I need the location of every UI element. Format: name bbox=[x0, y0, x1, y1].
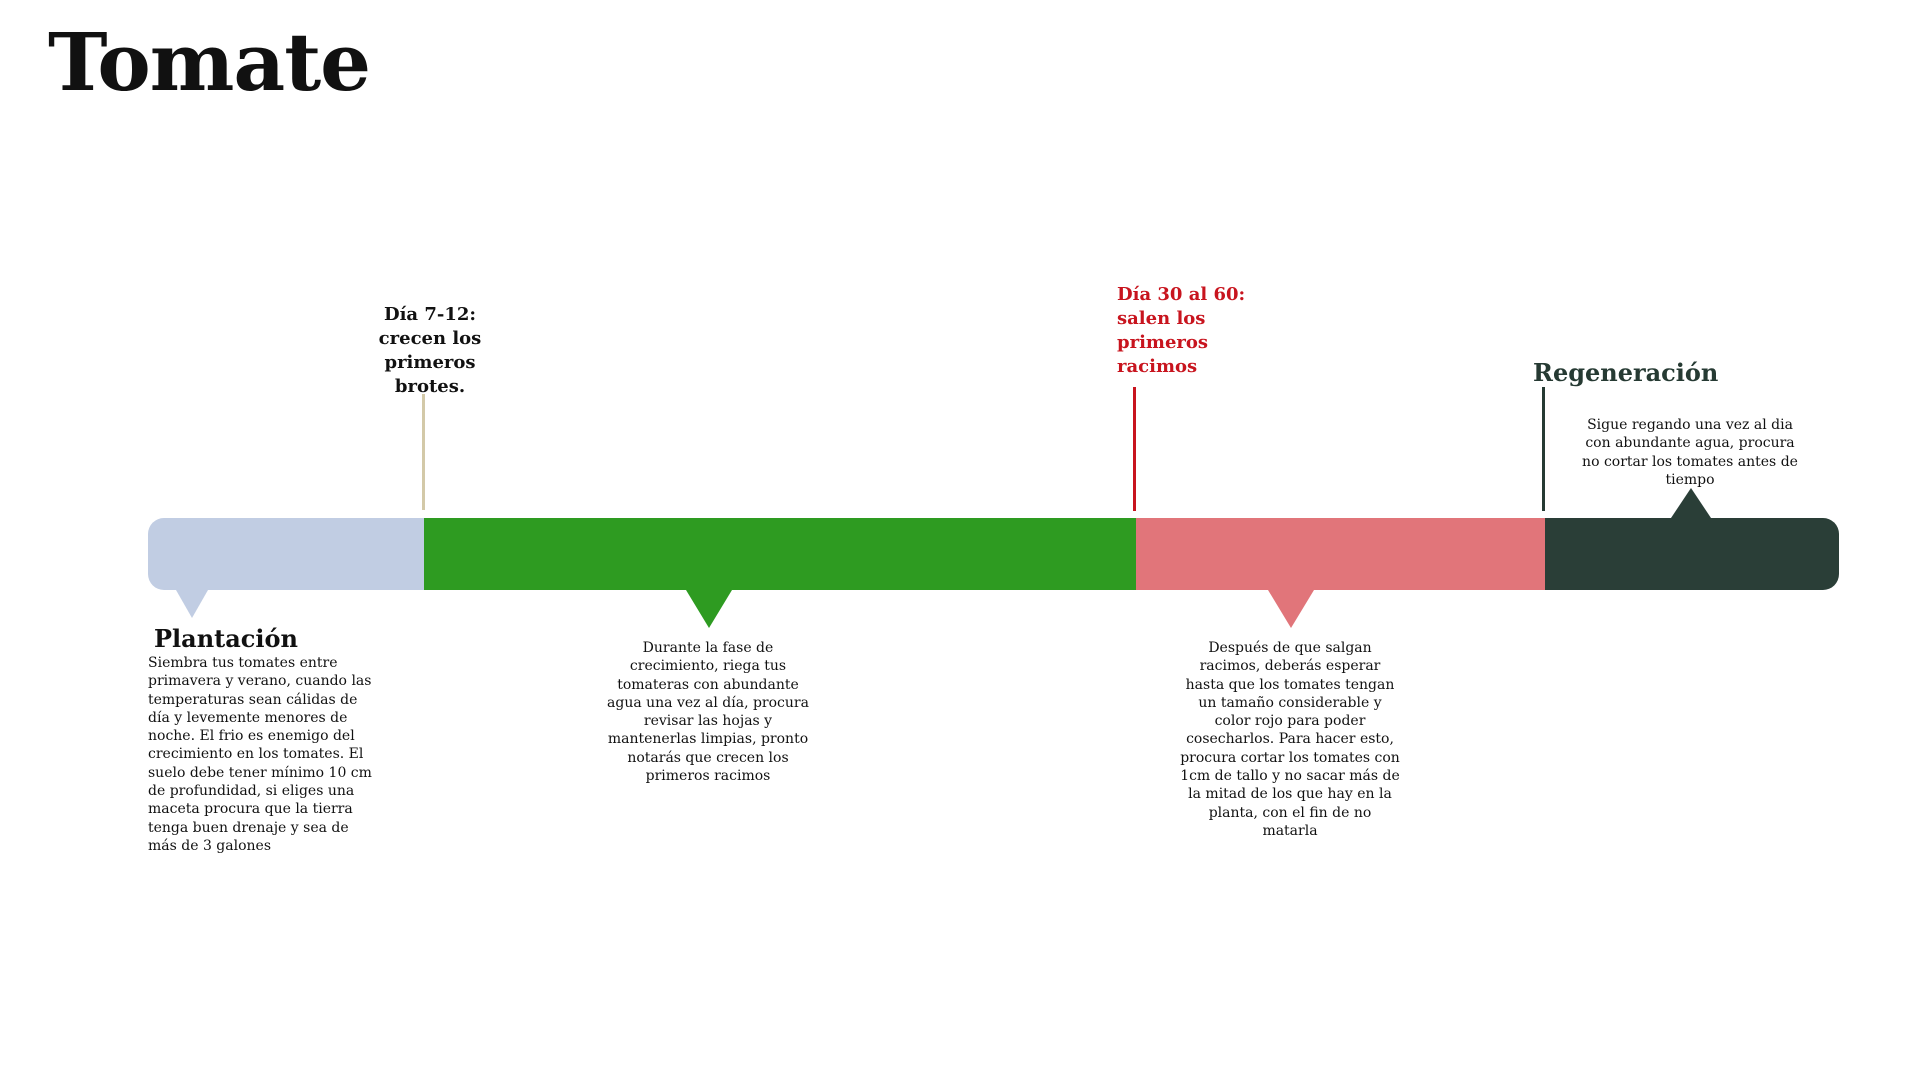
stage-description-regeneracion: Sigue regando una vez al dia con abundan… bbox=[1582, 417, 1798, 488]
stage-description-plantacion: Siembra tus tomates entre primavera y ve… bbox=[148, 655, 372, 854]
marker-line-brotes bbox=[422, 394, 425, 510]
callout-pointer-crecimiento bbox=[686, 590, 732, 628]
stage-heading-regeneracion: Regeneración bbox=[1533, 358, 1719, 387]
marker-line-racimos bbox=[1133, 387, 1136, 511]
stage-description-crecimiento: Durante la fase de crecimiento, riega tu… bbox=[607, 640, 809, 785]
timeline-segment-regeneracion bbox=[1545, 518, 1839, 590]
callout-pointer-plantacion bbox=[176, 590, 208, 618]
timeline-segment-cosecha bbox=[1136, 518, 1545, 590]
milestone-heading-brotes: Día 7-12: crecen los primeros brotes. bbox=[378, 304, 482, 397]
timeline-segment-crecimiento bbox=[424, 518, 1136, 590]
page-title: Tomate bbox=[48, 15, 371, 109]
marker-line-regeneracion bbox=[1542, 387, 1545, 511]
timeline-segment-plantacion bbox=[148, 518, 424, 590]
callout-pointer-cosecha bbox=[1268, 590, 1314, 628]
stage-description-cosecha: Después de que salgan racimos, deberás e… bbox=[1180, 640, 1400, 839]
milestone-heading-racimos: Día 30 al 60: salen los primeros racimos bbox=[1117, 284, 1246, 377]
callout-pointer-regeneracion bbox=[1671, 488, 1711, 518]
stage-heading-plantacion: Plantación bbox=[154, 624, 298, 653]
